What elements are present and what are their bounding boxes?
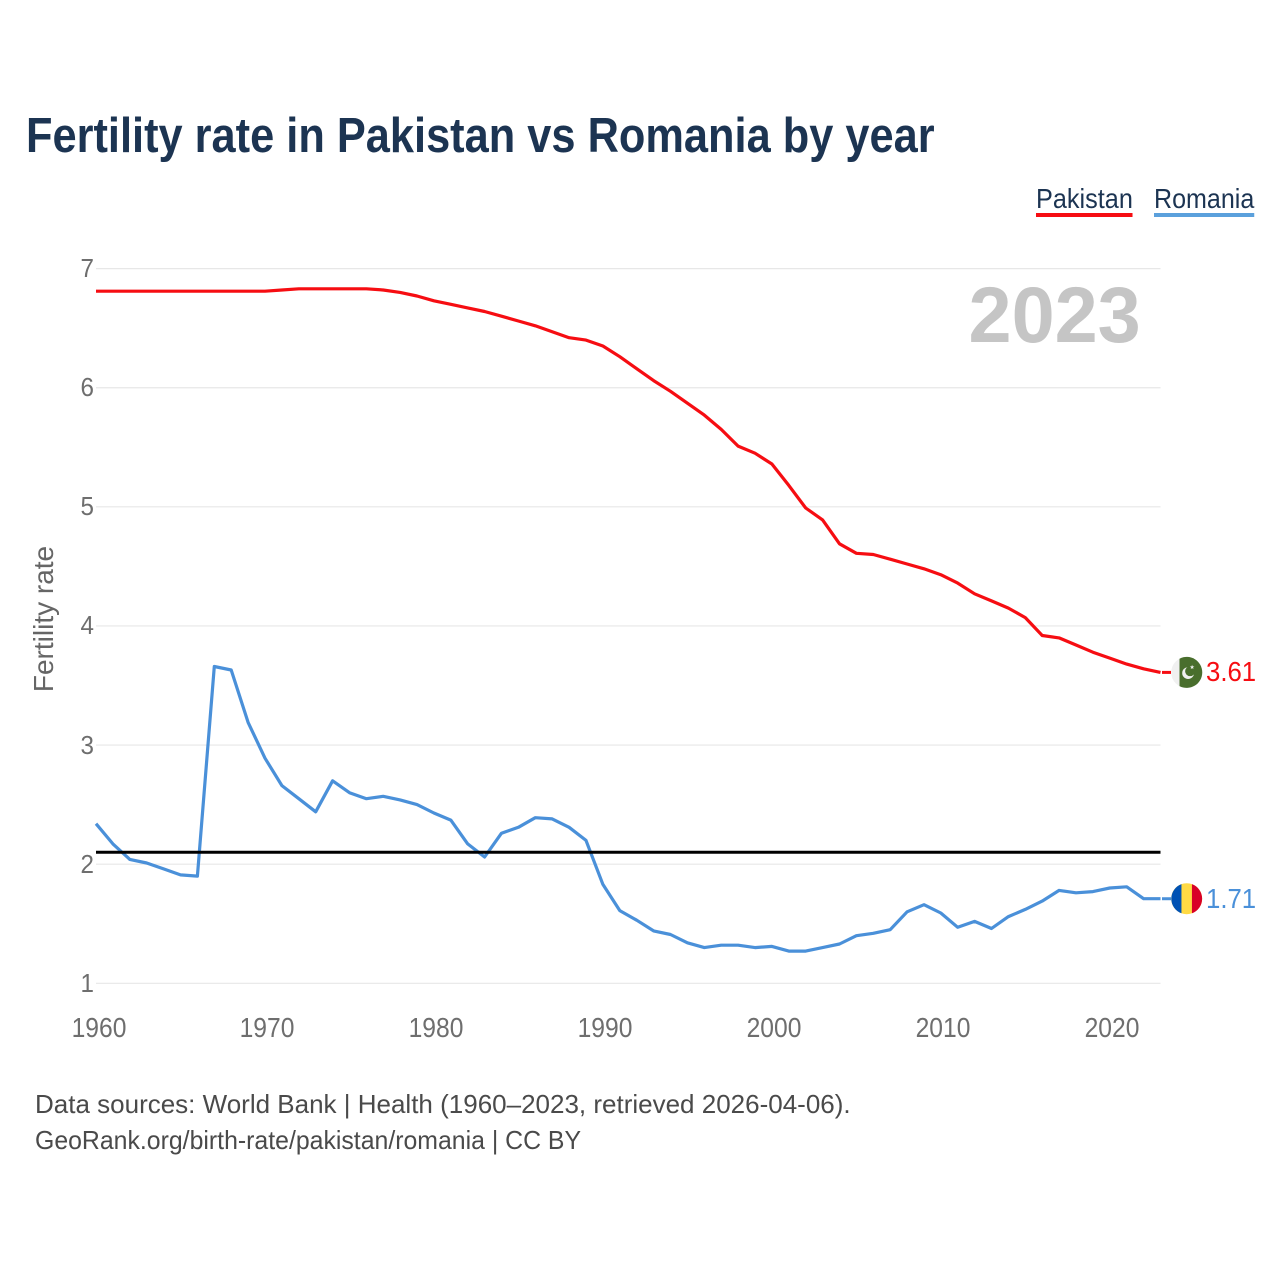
romania-flag-icon bbox=[1171, 883, 1203, 915]
x-tick-1990: 1990 bbox=[577, 1012, 633, 1043]
footer: Data sources: World Bank | Health (1960–… bbox=[35, 1086, 851, 1158]
romania-line[interactable] bbox=[94, 664, 1161, 953]
watermark-year: 2023 bbox=[968, 270, 1141, 359]
y-tick-6: 6 bbox=[80, 372, 94, 403]
x-tick-1970: 1970 bbox=[240, 1012, 295, 1043]
footer-attribution: GeoRank.org/birth-rate/pakistan/romania … bbox=[35, 1125, 582, 1155]
y-tick-5: 5 bbox=[80, 491, 94, 522]
legend-item-romania[interactable]: Romania bbox=[1153, 182, 1254, 218]
x-tick-1980: 1980 bbox=[409, 1012, 464, 1043]
legend: Pakistan Romania bbox=[0, 182, 1280, 225]
x-tick-2000: 2000 bbox=[746, 1012, 802, 1043]
page-title: Fertility rate in Pakistan vs Romania by… bbox=[26, 108, 935, 163]
x-tick-2020: 2020 bbox=[1084, 1012, 1140, 1043]
y-tick-1: 1 bbox=[80, 967, 94, 998]
legend-label-romania: Romania bbox=[1153, 182, 1254, 214]
pakistan-flag-icon bbox=[1171, 656, 1203, 688]
pakistan-line[interactable] bbox=[96, 287, 1161, 674]
y-tick-4: 4 bbox=[80, 610, 94, 641]
legend-label-pakistan: Pakistan bbox=[1035, 182, 1133, 214]
x-tick-1960: 1960 bbox=[71, 1012, 126, 1043]
legend-item-pakistan[interactable]: Pakistan bbox=[1035, 182, 1133, 218]
y-tick-3: 3 bbox=[80, 729, 94, 760]
pakistan-value-label: 3.61 bbox=[1206, 656, 1257, 688]
y-tick-2: 2 bbox=[80, 848, 94, 879]
y-tick-7: 7 bbox=[80, 253, 94, 284]
romania-value-label: 1.71 bbox=[1206, 882, 1257, 914]
gridlines bbox=[96, 268, 1161, 984]
footer-sources: Data sources: World Bank | Health (1960–… bbox=[35, 1089, 851, 1119]
x-tick-2010: 2010 bbox=[915, 1012, 971, 1043]
